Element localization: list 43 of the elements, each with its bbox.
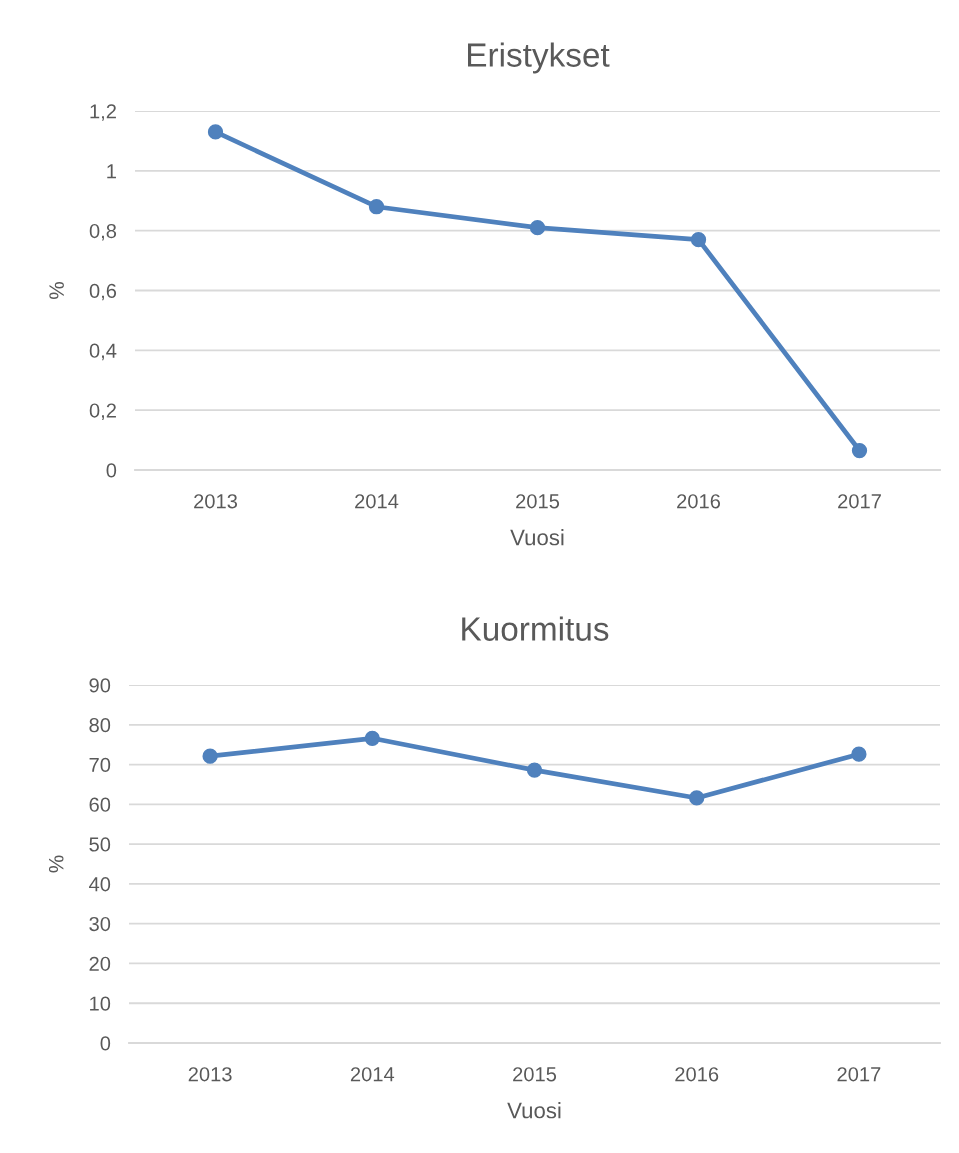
y-tick-label: 30 <box>89 916 111 932</box>
point <box>689 790 705 806</box>
point <box>690 232 707 248</box>
point <box>526 762 543 778</box>
chart-title: Eristykset <box>468 42 610 74</box>
x-axis-title: Vuosi <box>507 1102 561 1119</box>
x-tick-label: 2015 <box>513 1067 557 1082</box>
point <box>529 220 546 236</box>
y-tick-label: 80 <box>89 718 111 733</box>
x-tick-label: 2014 <box>350 1067 395 1082</box>
point <box>364 730 380 746</box>
x-tick-label: 2017 <box>838 494 881 509</box>
y-tick-label: 0,2 <box>89 403 116 421</box>
y-tick-label: 0 <box>106 463 117 478</box>
y-axis-title: % <box>49 281 64 300</box>
y-tick-label: 0 <box>100 1036 111 1051</box>
y-tick-label: 40 <box>89 877 111 892</box>
x-tick-label: 2015 <box>516 494 560 509</box>
point <box>368 199 385 215</box>
x-tick-label: 2016 <box>677 494 721 509</box>
point <box>207 124 224 140</box>
point <box>851 746 867 762</box>
x-tick-label: 2017 <box>837 1067 881 1082</box>
y-tick-label: 50 <box>89 837 111 852</box>
y-tick-label: 60 <box>89 797 111 812</box>
y-tick-label: 20 <box>89 956 111 971</box>
y-tick-label: 90 <box>89 678 111 693</box>
point <box>851 442 868 459</box>
y-tick-label: 10 <box>90 996 111 1011</box>
point <box>202 748 218 764</box>
y-tick-label: 0,4 <box>89 343 117 361</box>
y-tick-label: 0,6 <box>89 283 117 301</box>
y-tick-label: 1,2 <box>90 104 116 121</box>
y-tick-label: 1 <box>107 164 116 179</box>
y-axis-title: % <box>48 855 64 873</box>
x-tick-label: 2016 <box>675 1067 719 1082</box>
y-tick-label: 0,8 <box>89 223 117 241</box>
x-tick-label: 2013 <box>188 1067 232 1082</box>
x-tick-label: 2013 <box>194 494 238 509</box>
y-tick-label: 70 <box>89 757 111 773</box>
x-axis-title: Vuosi <box>510 529 564 546</box>
x-tick-label: 2014 <box>355 494 399 509</box>
chart-title: Kuormitus <box>462 616 609 641</box>
